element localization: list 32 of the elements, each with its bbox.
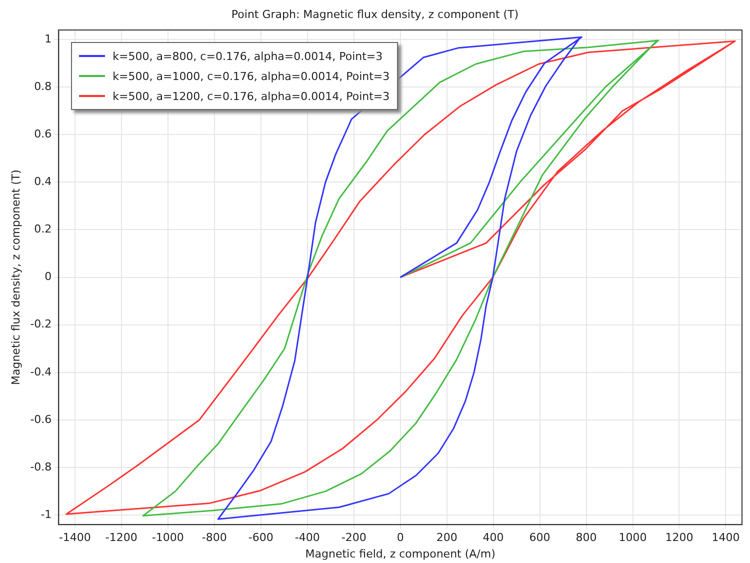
x-tick-label: 800 [576,531,597,544]
legend-label: k=500, a=1000, c=0.176, alpha=0.0014, Point=3 [112,70,390,82]
x-tick-label: 1000 [618,531,647,544]
y-axis-title: Magnetic flux density, z component (T) [9,170,22,386]
y-tick-label: -0.6 [30,412,52,426]
y-tick-label: 0.8 [34,80,52,93]
y-tick-label: 0.4 [34,175,52,188]
y-tick-label: -0.8 [30,460,52,474]
y-tick-label: 0 [44,270,52,284]
y-tick-label: -0.4 [30,365,52,378]
x-tick-label: 1200 [665,531,694,544]
x-tick-label: 400 [482,531,504,544]
y-tick-label: 1 [44,32,52,46]
legend-label: k=500, a=1200, c=0.176, alpha=0.0014, Point=3 [112,90,390,102]
y-tick-label: -1 [40,508,52,521]
x-axis-title: Magnetic field, z component (A/m) [305,547,496,560]
chart-title: Point Graph: Magnetic flux density, z component (T) [230,8,520,21]
legend-label: k=500, a=800, c=0.176, alpha=0.0014, Point=3 [112,50,383,62]
x-tick-label: 600 [529,531,550,544]
x-tick-label: -200 [341,531,366,544]
x-tick-label: -1400 [58,531,91,544]
x-tick-label: -800 [202,531,227,544]
x-tick-label: 0 [396,531,404,544]
x-tick-label: 1400 [712,531,740,544]
y-tick-label: 0.6 [34,127,52,140]
x-tick-label: -400 [294,531,320,544]
y-tick-label: 0.2 [34,222,52,236]
x-tick-label: -600 [248,531,274,544]
x-tick-label: 200 [436,531,458,544]
y-tick-label: -0.2 [30,318,52,331]
x-tick-label: -1000 [152,531,184,544]
x-tick-label: -1200 [105,531,138,544]
